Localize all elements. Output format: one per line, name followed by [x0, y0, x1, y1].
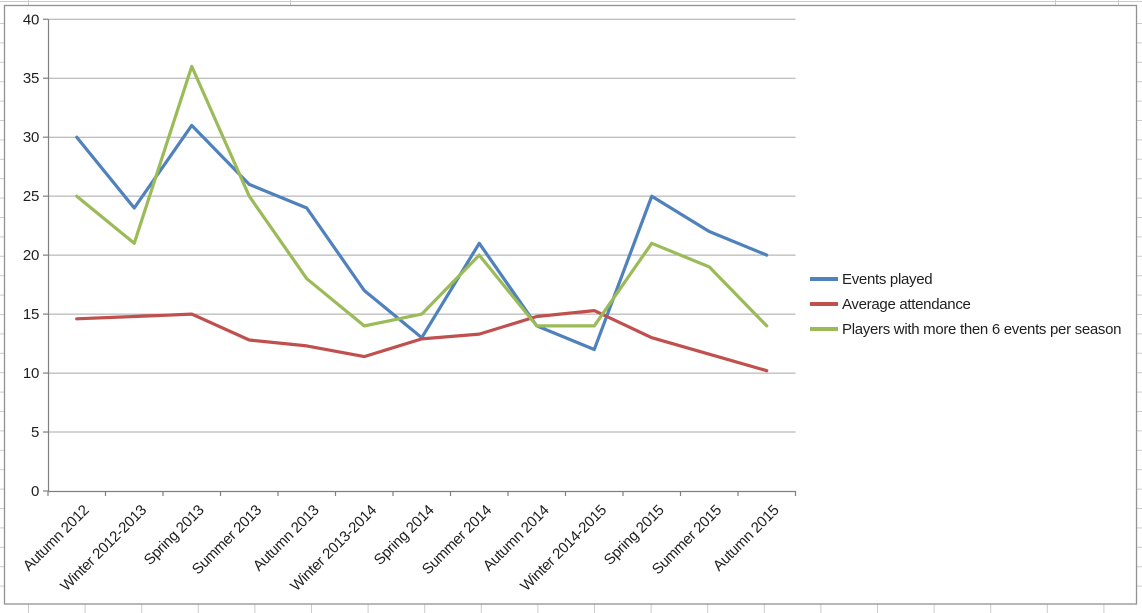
- legend-entry-average-attendance[interactable]: Average attendance: [810, 296, 971, 313]
- legend-entry-events-played[interactable]: Events played: [810, 271, 933, 288]
- legend-label: Events played: [842, 271, 932, 288]
- y-tick-label: 5: [31, 424, 39, 441]
- series-line-players-with-more-then-6-events-per-season[interactable]: [75, 64, 769, 328]
- legend: Events played Average attendance Players w…: [810, 271, 1122, 338]
- legend-entry-players-with-more-then-6-events-per-season[interactable]: Players with more then 6 events per seas…: [810, 321, 1122, 338]
- y-tick-label: 35: [23, 70, 39, 87]
- y-axis-labels: 0 5 10 15 20 25 30 35 40: [23, 11, 39, 500]
- y-tick-label: 10: [23, 365, 39, 382]
- y-tick-label: 30: [23, 129, 39, 146]
- series-line-average-attendance[interactable]: [75, 309, 769, 373]
- legend-label: Players with more then 6 events per seas…: [842, 321, 1121, 338]
- chart-area-border: [3, 4, 1138, 605]
- y-tick-label: 20: [23, 247, 39, 264]
- y-tick-label: 0: [31, 483, 39, 500]
- y-tick-label: 40: [23, 11, 39, 28]
- axes: [43, 18, 797, 496]
- y-tick-label: 25: [23, 188, 39, 205]
- legend-label: Average attendance: [842, 296, 971, 313]
- y-tick-label: 15: [23, 306, 39, 323]
